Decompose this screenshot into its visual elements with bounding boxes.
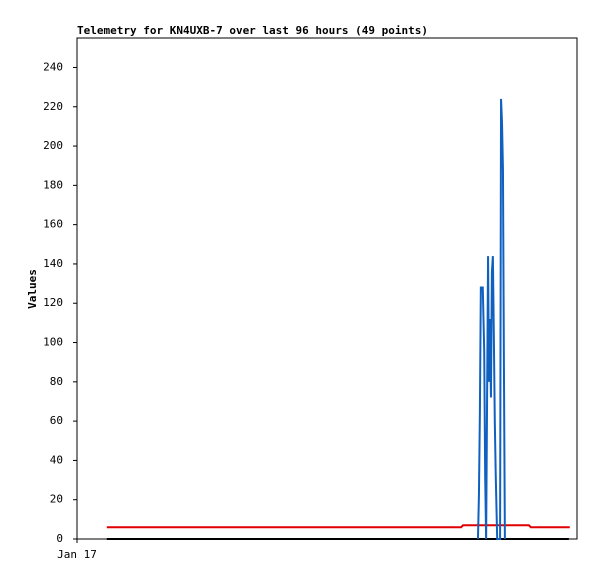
y-tick-label: 80 <box>50 375 63 388</box>
y-tick-label: 0 <box>56 532 63 545</box>
y-tick-label: 240 <box>43 60 63 73</box>
y-tick-label: 140 <box>43 257 63 270</box>
y-tick-label: 20 <box>50 493 63 506</box>
x-tick-label: Jan 17 <box>57 548 97 561</box>
y-tick-label: 120 <box>43 296 63 309</box>
y-tick-label: 40 <box>50 453 63 466</box>
chart-title: Telemetry for KN4UXB-7 over last 96 hour… <box>77 24 428 37</box>
y-tick-label: 200 <box>43 139 63 152</box>
y-tick-label: 60 <box>50 414 63 427</box>
y-axis-label: Values <box>26 269 39 309</box>
y-tick-label: 220 <box>43 100 63 113</box>
series-line <box>476 98 506 540</box>
y-tick-label: 100 <box>43 336 63 349</box>
y-tick-label: 180 <box>43 178 63 191</box>
y-tick-label: 160 <box>43 218 63 231</box>
